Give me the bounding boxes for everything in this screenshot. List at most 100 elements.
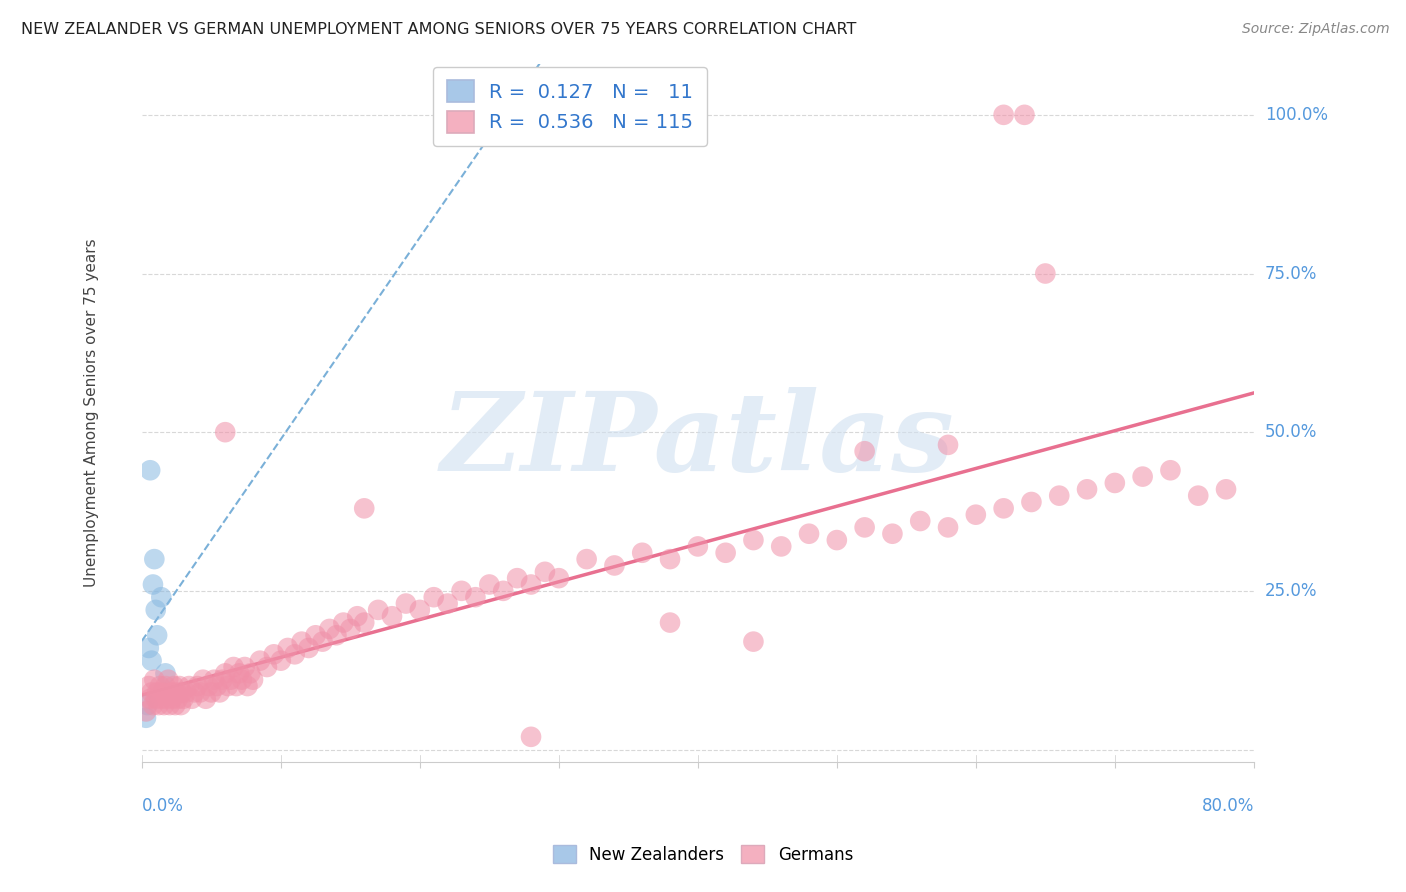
Point — [197, 679, 219, 693]
Point — [177, 679, 200, 693]
Point — [575, 552, 598, 566]
Point — [146, 628, 169, 642]
Point — [143, 673, 166, 687]
Point — [506, 571, 529, 585]
Point — [139, 463, 162, 477]
Point — [194, 691, 217, 706]
Point — [169, 679, 191, 693]
Point — [160, 685, 183, 699]
Point — [478, 577, 501, 591]
Point — [1132, 469, 1154, 483]
Point — [173, 691, 195, 706]
Point — [353, 615, 375, 630]
Point — [150, 691, 173, 706]
Point — [152, 685, 174, 699]
Point — [603, 558, 626, 573]
Point — [436, 597, 458, 611]
Point — [156, 691, 179, 706]
Point — [353, 501, 375, 516]
Text: 50.0%: 50.0% — [1265, 423, 1317, 442]
Text: 0.0%: 0.0% — [142, 797, 184, 815]
Point — [141, 654, 163, 668]
Point — [686, 540, 709, 554]
Point — [166, 685, 188, 699]
Point — [167, 691, 190, 706]
Point — [145, 603, 167, 617]
Point — [135, 711, 157, 725]
Point — [188, 685, 211, 699]
Legend: New Zealanders, Germans: New Zealanders, Germans — [546, 838, 860, 871]
Point — [148, 698, 170, 712]
Point — [136, 698, 159, 712]
Point — [1104, 475, 1126, 490]
Point — [143, 552, 166, 566]
Point — [395, 597, 418, 611]
Point — [742, 634, 765, 648]
Point — [853, 520, 876, 534]
Point — [222, 660, 245, 674]
Text: NEW ZEALANDER VS GERMAN UNEMPLOYMENT AMONG SENIORS OVER 75 YEARS CORRELATION CHA: NEW ZEALANDER VS GERMAN UNEMPLOYMENT AMO… — [21, 22, 856, 37]
Point — [284, 648, 307, 662]
Text: 25.0%: 25.0% — [1265, 582, 1317, 599]
Point — [1047, 489, 1070, 503]
Text: Source: ZipAtlas.com: Source: ZipAtlas.com — [1241, 22, 1389, 37]
Point — [853, 444, 876, 458]
Point — [170, 698, 193, 712]
Point — [520, 730, 543, 744]
Point — [153, 698, 176, 712]
Point — [714, 546, 737, 560]
Point — [965, 508, 987, 522]
Point — [1215, 483, 1237, 497]
Point — [318, 622, 340, 636]
Point — [993, 108, 1015, 122]
Point — [936, 520, 959, 534]
Point — [242, 673, 264, 687]
Point — [1159, 463, 1181, 477]
Point — [145, 691, 167, 706]
Text: 80.0%: 80.0% — [1202, 797, 1254, 815]
Point — [217, 679, 239, 693]
Point — [339, 622, 361, 636]
Point — [291, 634, 314, 648]
Point — [149, 679, 172, 693]
Point — [1021, 495, 1043, 509]
Point — [141, 685, 163, 699]
Point — [631, 546, 654, 560]
Text: 100.0%: 100.0% — [1265, 106, 1327, 124]
Point — [1187, 489, 1209, 503]
Point — [882, 526, 904, 541]
Point — [492, 583, 515, 598]
Point — [1033, 267, 1056, 281]
Point — [910, 514, 932, 528]
Point — [214, 425, 236, 440]
Point — [367, 603, 389, 617]
Point — [186, 679, 208, 693]
Point — [770, 540, 793, 554]
Point — [239, 666, 262, 681]
Point — [157, 673, 180, 687]
Point — [146, 685, 169, 699]
Legend: R =  0.127   N =   11, R =  0.536   N = 115: R = 0.127 N = 11, R = 0.536 N = 115 — [433, 67, 707, 146]
Point — [325, 628, 347, 642]
Point — [520, 577, 543, 591]
Point — [142, 577, 165, 591]
Point — [228, 666, 250, 681]
Point — [263, 648, 285, 662]
Point — [236, 679, 259, 693]
Point — [797, 526, 820, 541]
Point — [159, 698, 181, 712]
Point — [1076, 483, 1098, 497]
Point — [211, 673, 233, 687]
Point — [381, 609, 404, 624]
Point — [659, 615, 682, 630]
Point — [311, 634, 333, 648]
Point — [1014, 108, 1036, 122]
Point — [298, 640, 321, 655]
Text: Unemployment Among Seniors over 75 years: Unemployment Among Seniors over 75 years — [84, 239, 100, 588]
Point — [163, 679, 186, 693]
Point — [249, 654, 271, 668]
Point — [304, 628, 326, 642]
Point — [225, 679, 247, 693]
Point — [180, 691, 202, 706]
Text: ZIPatlas: ZIPatlas — [441, 387, 955, 495]
